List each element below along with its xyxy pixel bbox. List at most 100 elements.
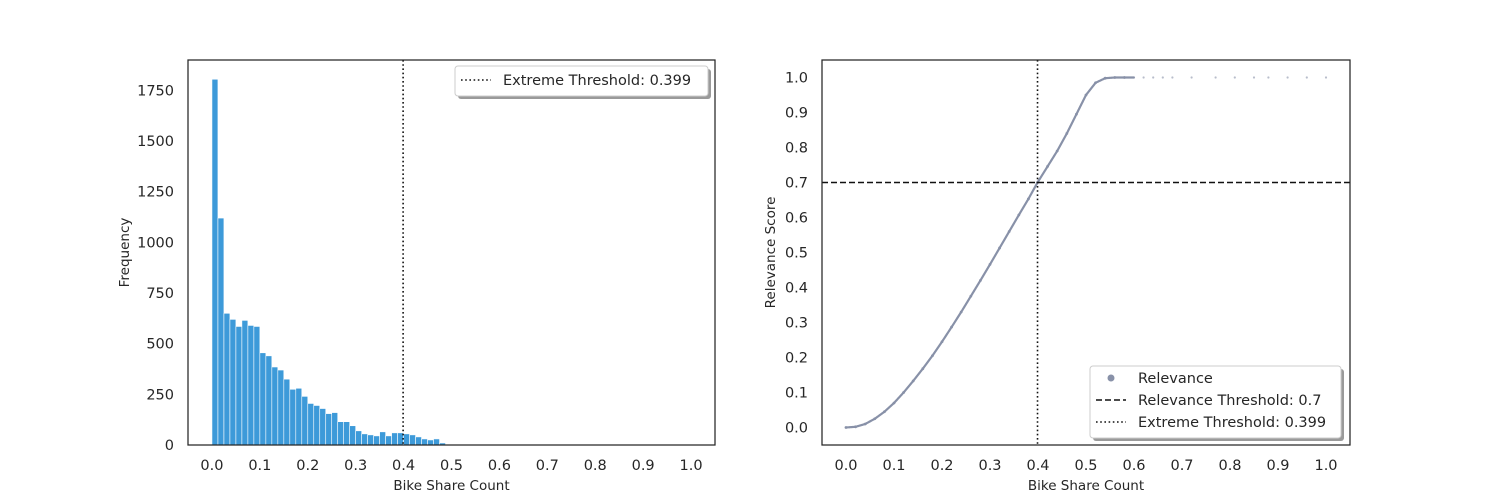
relevance-point <box>1152 76 1155 79</box>
histogram-bar <box>367 434 374 446</box>
relevance-axes-frame <box>821 59 1351 446</box>
relevance-point <box>959 310 963 314</box>
histogram-x-tick-label: 0.8 <box>584 458 607 474</box>
legend-entry-relevance: Relevance <box>1138 371 1213 387</box>
legend-marker-swatch <box>1107 374 1115 382</box>
relevance-point <box>1065 132 1069 135</box>
histogram-bar <box>301 396 309 446</box>
relevance-point <box>1113 76 1117 79</box>
histogram-bar <box>313 405 321 446</box>
relevance-point <box>844 426 848 429</box>
histogram-x-ticks: 0.0 0.1 0.2 0.3 0.4 0.5 0.6 0.7 0.8 0.9 1.0 <box>200 458 702 474</box>
relevance-y-tick-label: 0.3 <box>785 316 808 332</box>
histogram-bar <box>277 369 285 446</box>
histogram-bar <box>379 431 386 446</box>
relevance-point <box>1046 165 1049 168</box>
relevance-point <box>1161 76 1164 79</box>
relevance-point <box>854 425 857 429</box>
histogram-y-tick-label: 0 <box>165 438 174 454</box>
relevance-point <box>1305 76 1308 79</box>
histogram-y-ticks: 0 250 500 750 1000 1250 1500 1750 <box>137 83 174 454</box>
relevance-y-tick-label: 1.0 <box>785 71 808 87</box>
relevance-point <box>1267 76 1270 79</box>
relevance-point <box>892 401 896 405</box>
histogram-x-tick-label: 0.1 <box>248 458 271 474</box>
relevance-point <box>1123 76 1126 79</box>
histogram-y-tick-label: 1250 <box>137 185 174 201</box>
relevance-y-tick-label: 0.9 <box>785 106 808 122</box>
legend-entry-extreme-threshold: Extreme Threshold: 0.399 <box>503 73 691 89</box>
histogram-y-tick-label: 1750 <box>137 83 174 99</box>
relevance-x-tick-label: 0.1 <box>882 458 905 474</box>
relevance-y-tick-label: 0.4 <box>785 281 808 297</box>
relevance-panel: 0.0 0.1 0.2 0.3 0.4 0.5 0.6 0.7 0.8 0.9 1.0 0.0 0.1… <box>763 59 1351 494</box>
histogram-panel: 0.0 0.1 0.2 0.3 0.4 0.5 0.6 0.7 0.8 0.9 1.0 0 250 50… <box>117 59 716 494</box>
relevance-point <box>1252 76 1256 79</box>
relevance-point <box>1286 76 1289 79</box>
histogram-bar <box>349 425 356 446</box>
relevance-y-axis-label: Relevance Score <box>763 197 779 309</box>
histogram-bar <box>307 403 315 446</box>
histogram-bar <box>331 412 339 446</box>
histogram-axes-frame <box>187 59 716 446</box>
relevance-point <box>921 367 925 371</box>
histogram-bar <box>427 439 434 446</box>
histogram-bar <box>247 325 255 446</box>
histogram-y-axis-label: Frequency <box>117 218 133 288</box>
histogram-x-axis-label: Bike Share Count <box>393 478 509 494</box>
histogram-bar <box>265 355 273 446</box>
histogram-y-tick-label: 250 <box>146 387 174 403</box>
relevance-point <box>863 422 867 426</box>
relevance-y-tick-label: 0.0 <box>785 421 808 437</box>
relevance-y-tick-label: 0.5 <box>785 246 808 262</box>
histogram-y-tick-label: 500 <box>146 337 174 353</box>
relevance-y-tick-label: 0.2 <box>785 351 808 367</box>
histogram-bar <box>241 320 249 446</box>
relevance-point <box>1094 81 1097 85</box>
histogram-bar <box>259 352 267 446</box>
relevance-point <box>931 354 934 358</box>
histogram-bar <box>253 326 261 446</box>
histogram-bar <box>373 435 380 446</box>
histogram-bar <box>415 436 422 446</box>
relevance-point <box>1055 149 1059 153</box>
relevance-point <box>950 325 953 329</box>
relevance-legend: Relevance Relevance Threshold: 0.7 Extre… <box>1089 365 1344 441</box>
histogram-y-tick-label: 1500 <box>137 134 174 150</box>
relevance-point <box>1324 76 1328 79</box>
relevance-point <box>1103 76 1107 80</box>
histogram-x-tick-label: 0.0 <box>200 458 223 474</box>
relevance-point <box>1075 112 1078 116</box>
histogram-bar <box>235 326 243 446</box>
histogram-bar <box>409 434 416 446</box>
relevance-point <box>1017 213 1021 217</box>
histogram-bar <box>355 430 362 446</box>
histogram-bar <box>325 413 333 446</box>
histogram-bar <box>319 408 327 446</box>
histogram-bar <box>421 438 428 446</box>
histogram-bar <box>361 433 368 446</box>
histogram-x-tick-label: 0.7 <box>536 458 559 474</box>
relevance-points <box>844 76 1328 429</box>
relevance-y-tick-label: 0.8 <box>785 141 808 157</box>
relevance-x-tick-label: 0.0 <box>834 458 857 474</box>
relevance-x-tick-label: 1.0 <box>1314 458 1337 474</box>
histogram-bar <box>385 435 392 446</box>
histogram-bar <box>211 78 219 446</box>
histogram-bar <box>343 421 350 446</box>
relevance-point <box>979 279 982 282</box>
relevance-y-tick-label: 0.7 <box>785 176 808 192</box>
histogram-y-tick-label: 750 <box>146 286 174 302</box>
histogram-bar <box>391 432 398 446</box>
legend-entry-extreme-threshold: Extreme Threshold: 0.399 <box>1138 415 1326 431</box>
relevance-y-tick-label: 0.1 <box>785 386 808 402</box>
histogram-bar <box>223 312 231 446</box>
histogram-x-tick-label: 0.2 <box>296 458 319 474</box>
relevance-x-tick-label: 0.2 <box>930 458 953 474</box>
legend-box <box>454 65 709 97</box>
relevance-point <box>1007 230 1011 233</box>
relevance-x-tick-label: 0.9 <box>1266 458 1289 474</box>
relevance-x-tick-label: 0.8 <box>1218 458 1241 474</box>
relevance-point <box>1233 76 1236 79</box>
